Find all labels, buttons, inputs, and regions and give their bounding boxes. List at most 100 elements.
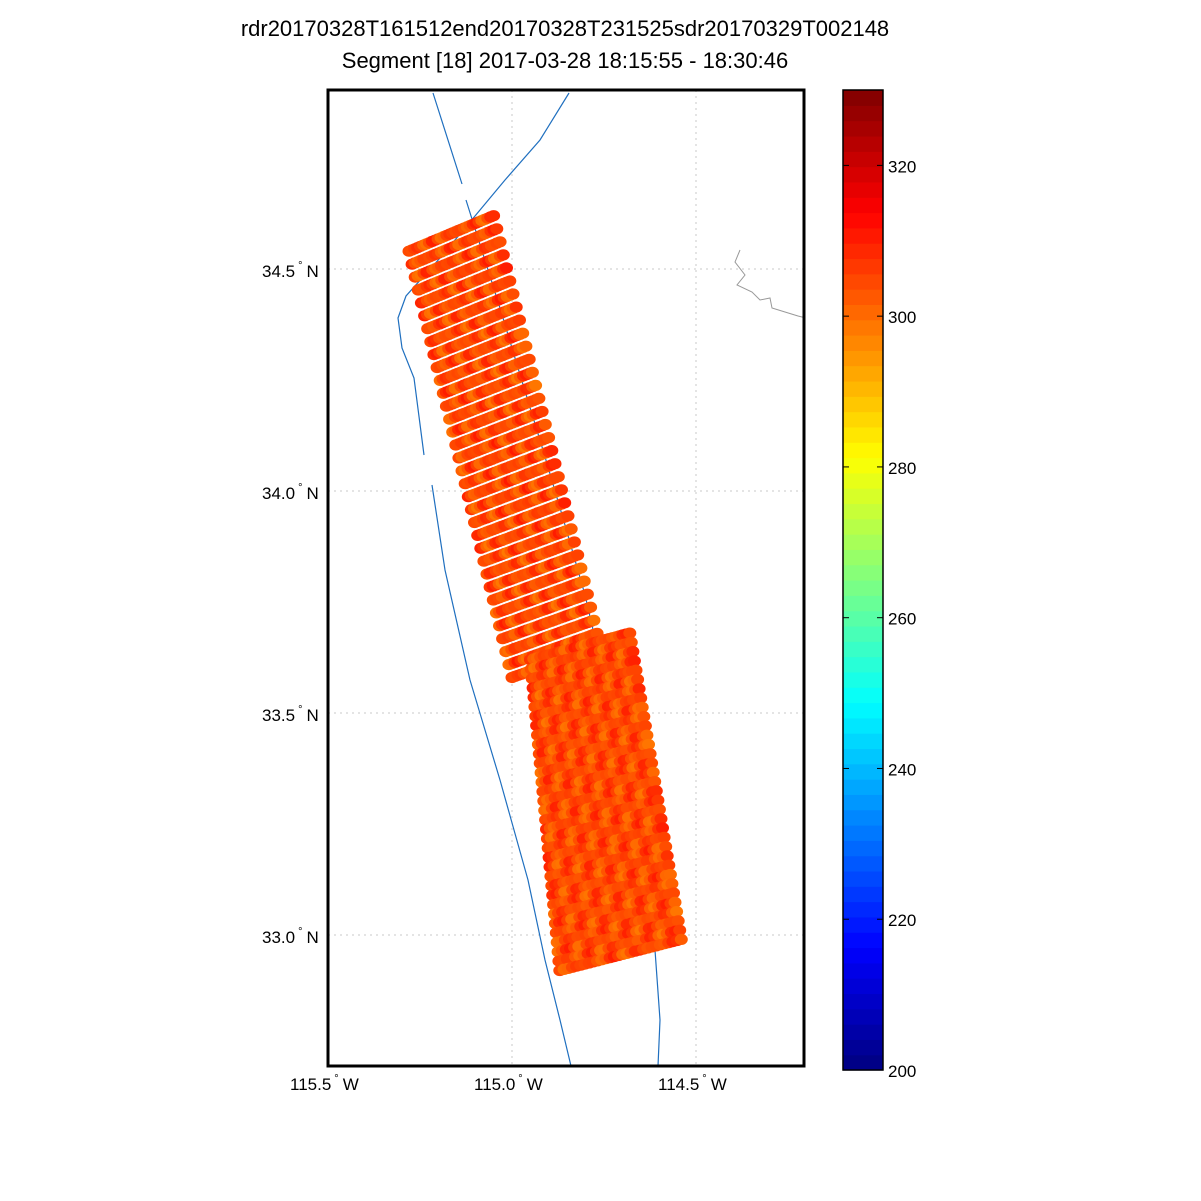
colorbar-segment	[843, 947, 883, 964]
lon-tick-label: 114.5 ° W	[658, 1073, 727, 1094]
colorbar-segment	[843, 273, 883, 290]
colorbar-segment	[843, 549, 883, 566]
map-axis-ticks: 34.5 ° N 34.0 ° N 33.5 ° N 33.0 ° N 115.5 ° W 115.0 ° W 11…	[262, 260, 727, 1094]
swath-point	[551, 471, 565, 483]
colorbar-segment	[843, 717, 883, 734]
colorbar-segment	[843, 227, 883, 244]
swath-point	[673, 924, 687, 936]
swath-point	[643, 748, 657, 760]
colorbar-segment	[843, 1008, 883, 1025]
colorbar-segment	[843, 595, 883, 612]
lon-tick-label: 115.5 ° W	[290, 1073, 359, 1094]
colorbar-segment	[843, 90, 883, 106]
colorbar-segment	[843, 794, 883, 811]
swath-point	[663, 868, 677, 881]
colorbar-segment	[843, 319, 883, 336]
colorbar-segment	[843, 135, 883, 152]
swath-point	[638, 720, 652, 732]
swath-point	[627, 655, 641, 667]
swath-point	[656, 822, 669, 834]
swath-point	[649, 785, 663, 797]
colorbar-segment	[843, 825, 883, 841]
colorbar-segment	[843, 671, 883, 688]
swath-point	[503, 275, 517, 287]
colorbar-segment	[843, 779, 883, 795]
lat-tick-label: 33.5 ° N	[262, 704, 319, 725]
swath-point	[652, 803, 666, 816]
swath-point	[640, 729, 654, 741]
colorbar-segment	[843, 1039, 883, 1056]
colorbar-segment	[843, 687, 883, 704]
colorbar-segment	[843, 197, 883, 214]
swath-point	[671, 915, 685, 927]
colorbar-segment	[843, 105, 883, 122]
swath-point	[587, 614, 601, 626]
swath-point	[567, 536, 581, 548]
colorbar-segment	[843, 411, 883, 428]
map-frame	[326, 88, 806, 1068]
colorbar-segment	[843, 442, 883, 459]
swath-point	[665, 878, 679, 890]
swath-point	[645, 757, 659, 769]
colorbar-segment	[843, 625, 883, 642]
swath-point	[513, 314, 526, 326]
swath-point	[519, 340, 533, 352]
swath-point	[542, 432, 556, 444]
swath-point	[490, 223, 504, 235]
colorbar-segment	[843, 641, 883, 658]
colorbar-segment	[843, 809, 883, 826]
colorbar-segment	[843, 457, 883, 474]
swath-point	[634, 692, 648, 704]
colorbar-segment	[843, 978, 883, 995]
lat-tick-label: 34.5 ° N	[262, 260, 319, 281]
colorbar-segment	[843, 534, 883, 550]
coastline	[734, 249, 804, 319]
swath-point	[506, 288, 520, 300]
colorbar-segment	[843, 932, 883, 949]
swath-point	[668, 896, 682, 908]
swath-point	[632, 683, 646, 695]
swath-point	[493, 236, 507, 248]
colorbar-segment	[843, 993, 883, 1010]
colorbar-segment	[843, 901, 883, 918]
swath-point	[487, 210, 501, 222]
lon-tick-label: 115.0 ° W	[474, 1073, 543, 1094]
swath-point	[660, 850, 674, 862]
colorbar-segment	[843, 243, 883, 260]
colorbar-segment	[843, 610, 883, 627]
colorbar-tick-label: 220	[888, 911, 916, 930]
swath-point	[574, 562, 588, 574]
swath-point	[631, 673, 645, 686]
swath-point	[564, 523, 578, 535]
swath-point	[558, 497, 572, 509]
colorbar-segment	[843, 748, 883, 765]
swath-point	[545, 445, 559, 457]
swath-point	[667, 887, 680, 899]
swath-point	[662, 859, 676, 871]
colorbar-segment	[843, 472, 883, 489]
colorbar-segment	[843, 365, 883, 382]
colorbar-segment	[843, 151, 883, 168]
swath-point	[548, 458, 562, 470]
colorbar-segment	[843, 855, 883, 872]
colorbar-segment	[843, 564, 883, 581]
colorbar-segment	[843, 380, 883, 397]
colorbar-segment	[843, 335, 883, 351]
swath-point	[654, 813, 668, 825]
swath-point	[525, 366, 539, 378]
colorbar	[843, 90, 883, 1071]
swath-point	[629, 664, 643, 676]
colorbar-ticks: 320 300 280 260 240 220 200	[843, 157, 916, 1081]
swath-points	[402, 210, 688, 977]
swath-point	[626, 646, 640, 658]
colorbar-tick-label: 280	[888, 459, 916, 478]
colorbar-tick-label: 200	[888, 1062, 916, 1081]
swath-point	[623, 627, 637, 639]
colorbar-segment	[843, 518, 883, 535]
colorbar-segment	[843, 763, 883, 780]
colorbar-segment	[843, 426, 883, 443]
colorbar-segment	[843, 702, 883, 719]
swath-point	[580, 588, 594, 600]
colorbar-segment	[843, 488, 883, 505]
map-subtitle: Segment [18] 2017-03-28 18:15:55 - 18:30…	[341, 48, 789, 73]
